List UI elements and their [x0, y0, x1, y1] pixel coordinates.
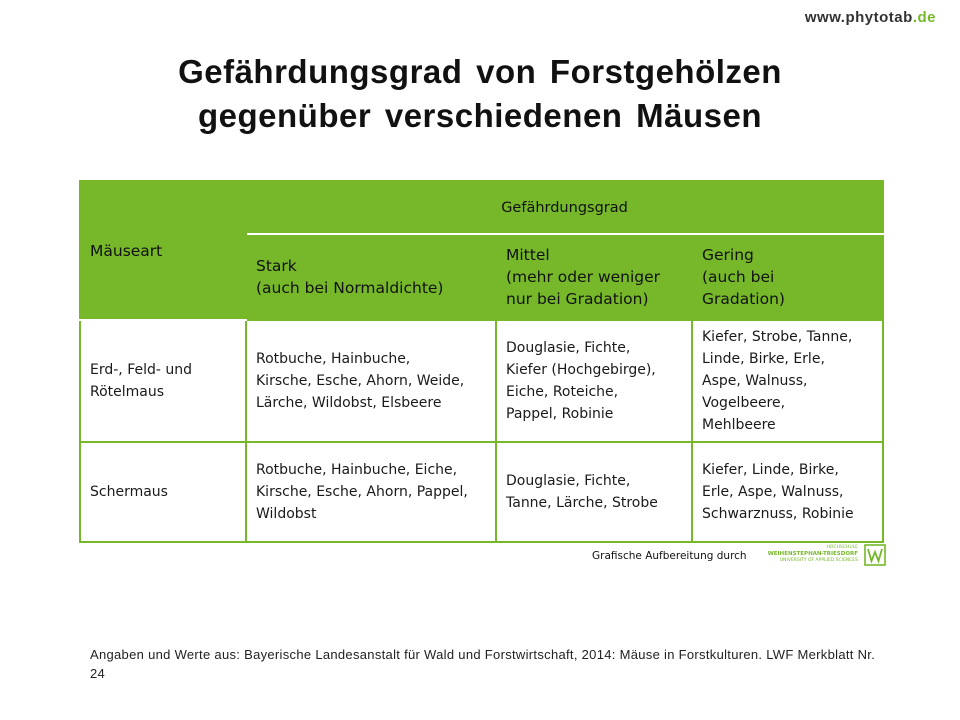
cell-species: Schermaus	[79, 441, 247, 543]
source-note: Angaben und Werte aus: Bayerische Landes…	[90, 647, 876, 681]
cell-stark: Rotbuche, Hainbuche, Eiche, Kirsche, Esc…	[245, 441, 497, 543]
site-url[interactable]: www.phytotab.de	[804, 9, 936, 26]
table-row: Erd-, Feld- und Rötelmaus Rotbuche, Hain…	[79, 319, 885, 443]
cell-species: Erd-, Feld- und Rötelmaus	[79, 319, 247, 443]
title-line-2: gegenüber verschiedenen Mäusen	[197, 97, 762, 134]
credit-text: Grafische Aufbereitung durch	[592, 550, 747, 562]
header-mittel: Mittel (mehr oder weniger nur bei Gradat…	[495, 233, 693, 321]
table-row: Schermaus Rotbuche, Hainbuche, Eiche, Ki…	[79, 441, 885, 543]
page-title: Gefährdungsgrad von Forstgehölzen gegenü…	[0, 50, 960, 138]
header-stark: Stark (auch bei Normaldichte)	[245, 233, 497, 321]
cell-mittel: Douglasie, Fichte, Tanne, Lärche, Strobe	[495, 441, 693, 543]
hswt-logo-icon	[864, 544, 886, 566]
title-line-1: Gefährdungsgrad von Forstgehölzen	[178, 53, 782, 90]
hswt-logo: HOCHSCHULE WEIHENSTEPHAN-TRIESDORF UNIVE…	[766, 544, 886, 568]
header-hazard-level: Gefährdungsgrad	[244, 180, 885, 235]
cell-gering: Kiefer, Strobe, Tanne, Linde, Birke, Erl…	[690, 319, 885, 443]
cell-stark: Rotbuche, Hainbuche, Kirsche, Esche, Aho…	[245, 319, 497, 443]
graphic-credit: Grafische Aufbereitung durch HOCHSCHULE …	[580, 540, 890, 570]
hazard-table: Mäuseart Gefährdungsgrad Stark (auch bei…	[79, 180, 885, 543]
cell-gering: Kiefer, Linde, Birke, Erle, Aspe, Walnus…	[690, 441, 885, 543]
header-mouse-species: Mäuseart	[79, 180, 247, 321]
header-gering: Gering (auch bei Gradation)	[690, 233, 885, 321]
cell-mittel: Douglasie, Fichte, Kiefer (Hochgebirge),…	[495, 319, 693, 443]
